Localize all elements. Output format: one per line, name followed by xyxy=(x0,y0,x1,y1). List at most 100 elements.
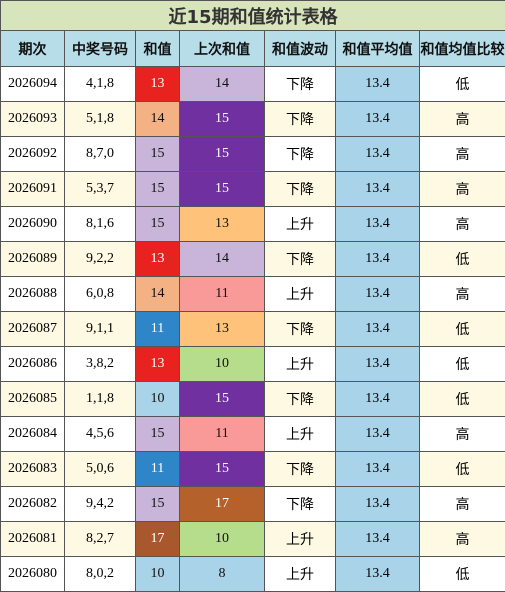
issue-cell: 2026080 xyxy=(1,557,65,592)
previous-sum-cell: 15 xyxy=(180,102,265,137)
comparison-cell: 低 xyxy=(420,312,505,347)
comparison-cell: 低 xyxy=(420,452,505,487)
issue-cell: 2026091 xyxy=(1,172,65,207)
previous-sum-cell: 11 xyxy=(180,417,265,452)
trend-cell: 上升 xyxy=(265,417,336,452)
average-cell: 13.4 xyxy=(336,522,420,557)
header-average-comparison: 和值均值比较 xyxy=(420,31,505,67)
trend-cell: 下降 xyxy=(265,172,336,207)
winning-numbers-cell: 5,0,6 xyxy=(65,452,136,487)
issue-cell: 2026082 xyxy=(1,487,65,522)
winning-numbers-cell: 4,5,6 xyxy=(65,417,136,452)
sum-cell: 10 xyxy=(136,557,180,592)
winning-numbers-cell: 8,0,2 xyxy=(65,557,136,592)
previous-sum-cell: 15 xyxy=(180,452,265,487)
comparison-cell: 高 xyxy=(420,522,505,557)
winning-numbers-cell: 9,4,2 xyxy=(65,487,136,522)
comparison-cell: 低 xyxy=(420,347,505,382)
issue-cell: 2026083 xyxy=(1,452,65,487)
winning-numbers-cell: 4,1,8 xyxy=(65,67,136,102)
average-cell: 13.4 xyxy=(336,207,420,242)
issue-cell: 2026090 xyxy=(1,207,65,242)
previous-sum-cell: 8 xyxy=(180,557,265,592)
average-cell: 13.4 xyxy=(336,67,420,102)
table-title: 近15期和值统计表格 xyxy=(1,1,505,31)
average-cell: 13.4 xyxy=(336,242,420,277)
previous-sum-cell: 14 xyxy=(180,67,265,102)
trend-cell: 下降 xyxy=(265,487,336,522)
trend-cell: 下降 xyxy=(265,137,336,172)
title-row: 近15期和值统计表格 xyxy=(1,1,505,31)
sum-cell: 11 xyxy=(136,452,180,487)
comparison-cell: 低 xyxy=(420,557,505,592)
trend-cell: 上升 xyxy=(265,347,336,382)
winning-numbers-cell: 8,2,7 xyxy=(65,522,136,557)
sum-cell: 13 xyxy=(136,67,180,102)
average-cell: 13.4 xyxy=(336,452,420,487)
sum-cell: 17 xyxy=(136,522,180,557)
average-cell: 13.4 xyxy=(336,417,420,452)
average-cell: 13.4 xyxy=(336,312,420,347)
issue-cell: 2026092 xyxy=(1,137,65,172)
comparison-cell: 高 xyxy=(420,487,505,522)
average-cell: 13.4 xyxy=(336,382,420,417)
previous-sum-cell: 10 xyxy=(180,347,265,382)
issue-cell: 2026094 xyxy=(1,67,65,102)
sum-cell: 15 xyxy=(136,207,180,242)
header-winning-numbers: 中奖号码 xyxy=(65,31,136,67)
sum-cell: 14 xyxy=(136,102,180,137)
previous-sum-cell: 15 xyxy=(180,137,265,172)
average-cell: 13.4 xyxy=(336,172,420,207)
sum-cell: 15 xyxy=(136,172,180,207)
trend-cell: 下降 xyxy=(265,242,336,277)
winning-numbers-cell: 9,1,1 xyxy=(65,312,136,347)
header-previous-sum: 上次和值 xyxy=(180,31,265,67)
average-cell: 13.4 xyxy=(336,557,420,592)
issue-cell: 2026089 xyxy=(1,242,65,277)
header-sum-trend: 和值波动 xyxy=(265,31,336,67)
sum-cell: 11 xyxy=(136,312,180,347)
previous-sum-cell: 15 xyxy=(180,382,265,417)
sum-cell: 13 xyxy=(136,347,180,382)
average-cell: 13.4 xyxy=(336,277,420,312)
trend-cell: 上升 xyxy=(265,277,336,312)
trend-cell: 上升 xyxy=(265,522,336,557)
comparison-cell: 低 xyxy=(420,382,505,417)
trend-cell: 下降 xyxy=(265,67,336,102)
previous-sum-cell: 17 xyxy=(180,487,265,522)
trend-cell: 下降 xyxy=(265,102,336,137)
trend-cell: 上升 xyxy=(265,557,336,592)
winning-numbers-cell: 9,2,2 xyxy=(65,242,136,277)
comparison-cell: 高 xyxy=(420,172,505,207)
comparison-cell: 高 xyxy=(420,417,505,452)
sum-cell: 15 xyxy=(136,417,180,452)
comparison-cell: 高 xyxy=(420,137,505,172)
trend-cell: 下降 xyxy=(265,382,336,417)
issue-cell: 2026086 xyxy=(1,347,65,382)
issue-cell: 2026084 xyxy=(1,417,65,452)
previous-sum-cell: 13 xyxy=(180,207,265,242)
winning-numbers-cell: 5,3,7 xyxy=(65,172,136,207)
average-cell: 13.4 xyxy=(336,487,420,522)
comparison-cell: 高 xyxy=(420,207,505,242)
previous-sum-cell: 13 xyxy=(180,312,265,347)
header-issue: 期次 xyxy=(1,31,65,67)
winning-numbers-cell: 3,8,2 xyxy=(65,347,136,382)
comparison-cell: 高 xyxy=(420,277,505,312)
winning-numbers-cell: 6,0,8 xyxy=(65,277,136,312)
sum-cell: 13 xyxy=(136,242,180,277)
issue-cell: 2026087 xyxy=(1,312,65,347)
